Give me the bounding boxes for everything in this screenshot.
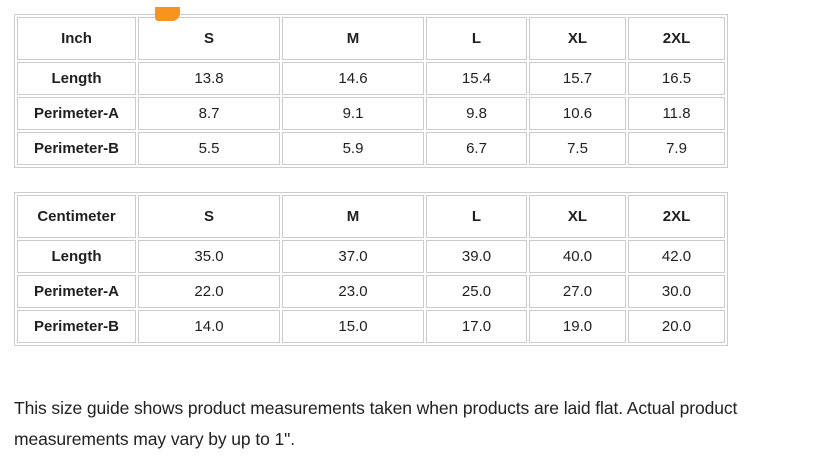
table-row: Perimeter-B 14.0 15.0 17.0 19.0 20.0: [17, 310, 725, 343]
unit-header-cell: Centimeter: [17, 195, 136, 238]
value-cell: 25.0: [426, 275, 527, 308]
value-cell: 30.0: [628, 275, 725, 308]
table-header-row: Inch S M L XL 2XL: [17, 17, 725, 60]
table-row: Perimeter-B 5.5 5.9 6.7 7.5 7.9: [17, 132, 725, 165]
size-header-cell: S: [138, 195, 280, 238]
size-header-cell: 2XL: [628, 195, 725, 238]
row-label-cell: Length: [17, 240, 136, 273]
value-cell: 6.7: [426, 132, 527, 165]
value-cell: 11.8: [628, 97, 725, 130]
size-header-cell: M: [282, 17, 424, 60]
value-cell: 14.6: [282, 62, 424, 95]
value-cell: 22.0: [138, 275, 280, 308]
value-cell: 15.4: [426, 62, 527, 95]
size-header-cell: L: [426, 195, 527, 238]
value-cell: 13.8: [138, 62, 280, 95]
value-cell: 19.0: [529, 310, 626, 343]
value-cell: 14.0: [138, 310, 280, 343]
value-cell: 42.0: [628, 240, 725, 273]
value-cell: 5.9: [282, 132, 424, 165]
value-cell: 35.0: [138, 240, 280, 273]
cutoff-orange-heading-letter: [155, 7, 180, 21]
size-guide-note: This size guide shows product measuremen…: [14, 398, 738, 449]
value-cell: 5.5: [138, 132, 280, 165]
unit-header-cell: Inch: [17, 17, 136, 60]
value-cell: 20.0: [628, 310, 725, 343]
row-label-cell: Perimeter-A: [17, 275, 136, 308]
size-header-cell: L: [426, 17, 527, 60]
row-label-cell: Perimeter-B: [17, 132, 136, 165]
size-header-cell: S: [138, 17, 280, 60]
value-cell: 39.0: [426, 240, 527, 273]
value-cell: 40.0: [529, 240, 626, 273]
value-cell: 15.7: [529, 62, 626, 95]
centimeter-size-table: Centimeter S M L XL 2XL Length 35.0 37.0…: [14, 192, 728, 346]
table-header-row: Centimeter S M L XL 2XL: [17, 195, 725, 238]
value-cell: 27.0: [529, 275, 626, 308]
value-cell: 9.1: [282, 97, 424, 130]
value-cell: 10.6: [529, 97, 626, 130]
value-cell: 37.0: [282, 240, 424, 273]
value-cell: 8.7: [138, 97, 280, 130]
value-cell: 16.5: [628, 62, 725, 95]
size-header-cell: M: [282, 195, 424, 238]
value-cell: 7.5: [529, 132, 626, 165]
row-label-cell: Perimeter-A: [17, 97, 136, 130]
size-header-cell: XL: [529, 17, 626, 60]
value-cell: 23.0: [282, 275, 424, 308]
table-row: Perimeter-A 22.0 23.0 25.0 27.0 30.0: [17, 275, 725, 308]
size-header-cell: 2XL: [628, 17, 725, 60]
value-cell: 9.8: [426, 97, 527, 130]
size-header-cell: XL: [529, 195, 626, 238]
table-row: Perimeter-A 8.7 9.1 9.8 10.6 11.8: [17, 97, 725, 130]
row-label-cell: Perimeter-B: [17, 310, 136, 343]
table-row: Length 35.0 37.0 39.0 40.0 42.0: [17, 240, 725, 273]
table-row: Length 13.8 14.6 15.4 15.7 16.5: [17, 62, 725, 95]
value-cell: 7.9: [628, 132, 725, 165]
inch-size-table: Inch S M L XL 2XL Length 13.8 14.6 15.4 …: [14, 14, 728, 168]
value-cell: 15.0: [282, 310, 424, 343]
value-cell: 17.0: [426, 310, 527, 343]
row-label-cell: Length: [17, 62, 136, 95]
